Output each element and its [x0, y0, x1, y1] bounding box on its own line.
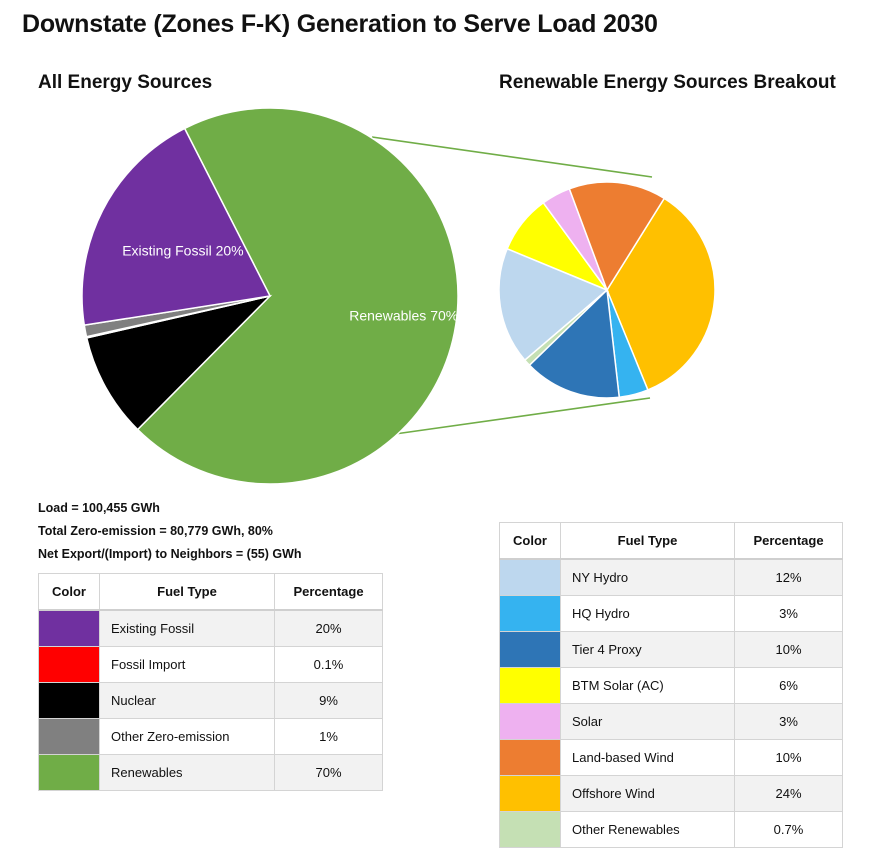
fuel-type-cell: Land-based Wind [560, 739, 735, 776]
table-row: Other Renewables 0.7% [499, 811, 843, 848]
all-sources-pie-labels: Renewables 70% Existing Fossil 20% [122, 242, 458, 323]
color-swatch [499, 558, 561, 596]
fuel-header: Fuel Type [560, 522, 735, 560]
fuel-type-cell: Nuclear [99, 682, 275, 719]
color-swatch [499, 811, 561, 848]
table-row: HQ Hydro 3% [499, 595, 843, 632]
fuel-type-cell: Renewables [99, 754, 275, 791]
percentage-cell: 24% [734, 775, 843, 812]
connector-line-top [371, 136, 653, 178]
fuel-type-cell: Other Renewables [560, 811, 735, 848]
percentage-cell: 12% [734, 558, 843, 596]
color-swatch [499, 631, 561, 668]
table-row: NY Hydro 12% [499, 558, 843, 596]
percentage-cell: 9% [274, 682, 383, 719]
all-sources-pie [81, 107, 459, 485]
color-swatch [499, 595, 561, 632]
table-header-row: Color Fuel Type Percentage [38, 573, 383, 611]
color-swatch [499, 703, 561, 740]
renewables-legend-table: Color Fuel Type Percentage NY Hydro 12% HQ… [499, 522, 843, 848]
table-row: Renewables 70% [38, 754, 383, 791]
table-row: BTM Solar (AC) 6% [499, 667, 843, 704]
color-swatch [38, 718, 100, 755]
table-row: Solar 3% [499, 703, 843, 740]
table-row: Fossil Import 0.1% [38, 646, 383, 683]
fuel-type-cell: Fossil Import [99, 646, 275, 683]
table-row: Other Zero-emission 1% [38, 718, 383, 755]
pie-slice-renewables [136, 107, 459, 485]
page-title: Downstate (Zones F-K) Generation to Serv… [22, 10, 658, 38]
percentage-cell: 0.1% [274, 646, 383, 683]
renewables-pie [498, 181, 716, 399]
color-swatch [499, 775, 561, 812]
percentage-header: Percentage [274, 573, 383, 611]
fuel-type-cell: BTM Solar (AC) [560, 667, 735, 704]
pie-slice-offshore-wind [606, 197, 716, 391]
table-row: Offshore Wind 24% [499, 775, 843, 812]
color-swatch [499, 667, 561, 704]
renewables-breakout-subtitle: Renewable Energy Sources Breakout [499, 72, 836, 93]
percentage-header: Percentage [734, 522, 843, 560]
percentage-cell: 3% [734, 595, 843, 632]
color-swatch [38, 682, 100, 719]
load-total: Load = 100,455 GWh [38, 501, 160, 515]
color-swatch [38, 646, 100, 683]
pie-slice-tier-4-proxy [528, 288, 621, 399]
pie-slice-existing-fossil [81, 127, 272, 327]
color-swatch [38, 609, 100, 647]
table-row: Land-based Wind 10% [499, 739, 843, 776]
pie-label-renewables: Renewables 70% [349, 308, 458, 324]
color-swatch [499, 739, 561, 776]
color-swatch [38, 754, 100, 791]
percentage-cell: 20% [274, 609, 383, 647]
percentage-cell: 1% [274, 718, 383, 755]
table-row: Nuclear 9% [38, 682, 383, 719]
fuel-type-cell: Solar [560, 703, 735, 740]
fuel-type-cell: Offshore Wind [560, 775, 735, 812]
color-header: Color [38, 573, 100, 611]
load-stats: Load = 100,455 GWh Total Zero-emission =… [38, 497, 302, 566]
pie-slice-land-based-wind [568, 181, 666, 292]
fuel-type-cell: NY Hydro [560, 558, 735, 596]
fuel-type-cell: HQ Hydro [560, 595, 735, 632]
percentage-cell: 0.7% [734, 811, 843, 848]
fuel-type-cell: Tier 4 Proxy [560, 631, 735, 668]
color-header: Color [499, 522, 561, 560]
pie-slice-nuclear [85, 294, 273, 431]
all-sources-subtitle: All Energy Sources [38, 72, 213, 93]
pie-slice-ny-hydro [498, 247, 609, 362]
fuel-header: Fuel Type [99, 573, 275, 611]
percentage-cell: 10% [734, 631, 843, 668]
fuel-type-cell: Other Zero-emission [99, 718, 275, 755]
connector-line-bottom [394, 397, 651, 435]
zero-emission-total: Total Zero-emission = 80,779 GWh, 80% [38, 524, 273, 538]
table-header-row: Color Fuel Type Percentage [499, 522, 843, 560]
percentage-cell: 6% [734, 667, 843, 704]
fuel-type-cell: Existing Fossil [99, 609, 275, 647]
all-sources-legend-table: Color Fuel Type Percentage Existing Foss… [38, 573, 383, 791]
table-row: Tier 4 Proxy 10% [499, 631, 843, 668]
percentage-cell: 3% [734, 703, 843, 740]
percentage-cell: 10% [734, 739, 843, 776]
pie-label-existing-fossil: Existing Fossil 20% [122, 242, 243, 258]
breakout-connectors [371, 136, 653, 435]
percentage-cell: 70% [274, 754, 383, 791]
net-export: Net Export/(Import) to Neighbors = (55) … [38, 547, 302, 561]
table-row: Existing Fossil 20% [38, 609, 383, 647]
